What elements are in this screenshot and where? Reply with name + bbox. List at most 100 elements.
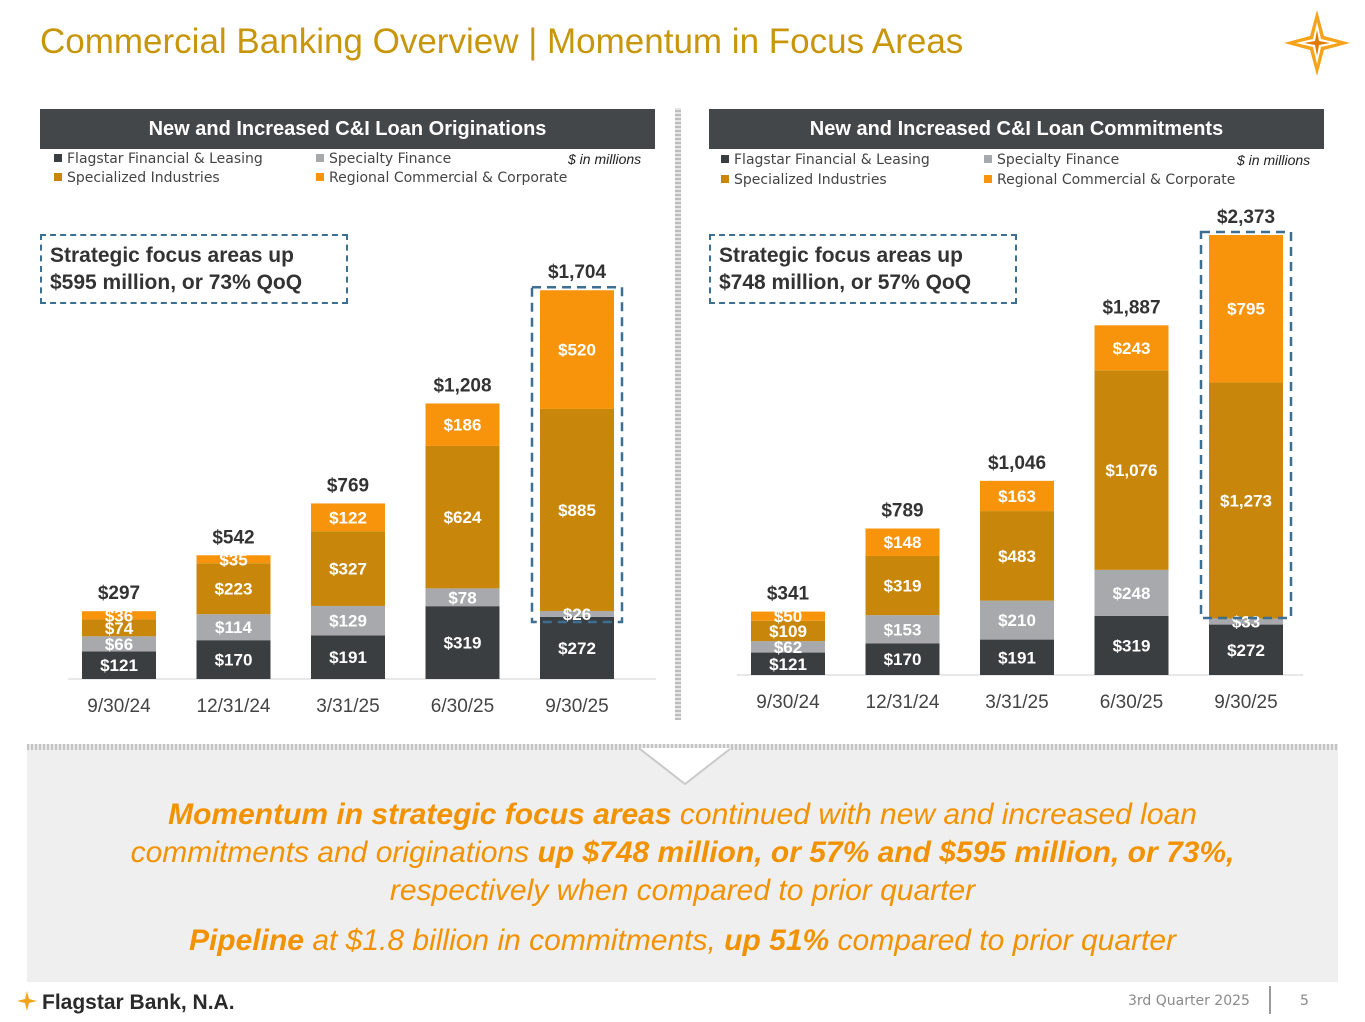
- data-label-0-1-rcc: $35: [219, 550, 247, 569]
- summary-line-4: Pipeline at $1.8 billion in commitments,…: [27, 922, 1338, 960]
- bar-0-1-ffl: [196, 640, 271, 679]
- bar-0-2-sf: [311, 605, 385, 636]
- data-label-1-2-rcc: $163: [998, 487, 1036, 506]
- legend-sf: Specialty Finance: [316, 151, 451, 167]
- legend-swatch-si-right: [721, 175, 729, 183]
- legend-si-right: Specialized Industries: [721, 172, 887, 188]
- callout-commitments: Strategic focus areas up $748 million, o…: [709, 234, 1017, 304]
- bar-0-4-sf: [540, 610, 614, 617]
- legend-swatch-si: [54, 173, 62, 181]
- legend-ffl: Flagstar Financial & Leasing: [54, 151, 263, 167]
- total-label-1-1: $789: [881, 501, 923, 522]
- tick-label-1-0: 9/30/24: [756, 692, 820, 713]
- bar-0-0-sf: [82, 636, 156, 652]
- tick-label-0-1: 12/31/24: [197, 696, 271, 717]
- data-label-1-4-rcc: $795: [1227, 300, 1265, 319]
- data-label-0-4-ffl: $272: [558, 639, 596, 658]
- legend-label-si: Specialized Industries: [67, 170, 220, 186]
- bar-1-0-sf: [751, 641, 825, 653]
- legend-label-si-right: Specialized Industries: [734, 172, 887, 188]
- data-label-0-1-sf: $114: [215, 618, 252, 637]
- summary-l2-text: commitments and originations: [130, 836, 538, 869]
- callout-commitments-line2: $748 million, or 57% QoQ: [719, 271, 972, 294]
- data-label-1-3-ffl: $319: [1113, 636, 1151, 655]
- tick-label-0-4: 9/30/25: [545, 696, 608, 717]
- summary-l1-bold: Momentum in strategic focus areas: [168, 798, 672, 831]
- legend-swatch-rcc: [316, 173, 324, 181]
- summary-notch: [640, 748, 730, 786]
- legend-rcc: Regional Commercial & Corporate: [316, 170, 567, 186]
- bar-0-0-si: [82, 619, 156, 637]
- summary-l3-text: respectively when compared to prior quar…: [389, 874, 976, 907]
- data-label-1-0-si: $109: [769, 622, 807, 641]
- footer-company: Flagstar Bank, N.A.: [42, 991, 235, 1014]
- page-number: 5: [1300, 993, 1309, 1009]
- bar-0-0-ffl: [82, 651, 156, 679]
- bar-0-3-rcc: [425, 403, 500, 446]
- data-label-0-1-si: $223: [215, 580, 253, 599]
- data-label-1-3-si: $1,076: [1106, 461, 1158, 480]
- units-note-left: $ in millions: [568, 151, 642, 167]
- bar-1-3-si: [1094, 370, 1169, 570]
- data-label-0-3-ffl: $319: [444, 634, 482, 653]
- highlight-box-1: [1199, 230, 1293, 620]
- bar-1-3-rcc: [1094, 325, 1169, 371]
- bar-0-2-ffl: [311, 635, 385, 679]
- total-label-1-2: $1,046: [988, 453, 1046, 474]
- bar-1-2-sf: [980, 600, 1054, 640]
- tick-label-0-0: 9/30/24: [87, 696, 151, 717]
- total-label-0-2: $769: [327, 475, 369, 496]
- legend-swatch-sf-right: [984, 155, 992, 163]
- summary-l1-text: continued with new and increased loan: [671, 798, 1197, 831]
- legend-swatch-ffl: [54, 154, 62, 162]
- summary-line-2: commitments and originations up $748 mil…: [27, 834, 1338, 872]
- bar-1-2-si: [980, 511, 1054, 601]
- bar-1-4-rcc: [1209, 235, 1283, 383]
- data-label-1-3-sf: $248: [1113, 584, 1151, 603]
- legend-sf-right: Specialty Finance: [984, 152, 1119, 168]
- data-label-0-0-ffl: $121: [100, 656, 138, 675]
- data-label-1-4-ffl: $272: [1227, 641, 1265, 660]
- bar-0-0-rcc: [82, 611, 156, 620]
- callout-originations-line1: Strategic focus areas up: [50, 244, 294, 267]
- bar-1-1-sf: [865, 615, 940, 644]
- summary-l4-bold-c: up 51%: [724, 924, 830, 957]
- total-label-0-4: $1,704: [548, 262, 607, 283]
- units-note-right: $ in millions: [1237, 152, 1311, 168]
- bar-0-3-si: [425, 445, 500, 589]
- bar-0-2-si: [311, 531, 385, 606]
- legend-si: Specialized Industries: [54, 170, 220, 186]
- bar-1-4-si: [1209, 382, 1283, 619]
- bar-1-0-rcc: [751, 611, 825, 621]
- data-label-1-2-sf: $210: [998, 611, 1036, 630]
- data-label-1-0-rcc: $50: [774, 607, 802, 626]
- data-label-0-3-rcc: $186: [444, 416, 482, 435]
- footer-logo: Flagstar Bank, N.A.: [16, 990, 235, 1015]
- tick-label-1-4: 9/30/25: [1214, 692, 1277, 713]
- footer-star-icon: [17, 991, 37, 1011]
- data-label-1-1-rcc: $148: [884, 533, 922, 552]
- data-label-0-1-ffl: $170: [215, 651, 253, 670]
- data-label-1-2-si: $483: [998, 547, 1036, 566]
- data-label-0-3-sf: $78: [448, 588, 476, 607]
- legend-label-sf: Specialty Finance: [329, 151, 452, 167]
- tick-label-0-2: 3/31/25: [316, 696, 379, 717]
- legend-swatch-ffl-right: [721, 155, 729, 163]
- legend-label-rcc: Regional Commercial & Corporate: [329, 170, 568, 186]
- star-logo-icon: [1284, 10, 1350, 76]
- legend-label-ffl: Flagstar Financial & Leasing: [67, 151, 263, 167]
- footer-quarter: 3rd Quarter 2025: [1128, 993, 1250, 1009]
- originations-header: New and Increased C&I Loan Originations: [40, 109, 655, 149]
- bar-0-4-si: [540, 408, 614, 611]
- bar-1-1-rcc: [865, 528, 940, 556]
- bar-0-2-rcc: [311, 503, 385, 532]
- tick-label-1-3: 6/30/25: [1100, 692, 1163, 713]
- callout-originations-line2: $595 million, or 73% QoQ: [50, 271, 303, 294]
- data-label-0-2-si: $327: [329, 560, 367, 579]
- tick-label-1-1: 12/31/24: [866, 692, 940, 713]
- bar-0-1-rcc: [196, 555, 271, 564]
- legend-label-sf-right: Specialty Finance: [997, 152, 1120, 168]
- bar-0-1-sf: [196, 614, 271, 641]
- bar-1-3-sf: [1094, 569, 1169, 616]
- total-label-0-0: $297: [98, 583, 140, 604]
